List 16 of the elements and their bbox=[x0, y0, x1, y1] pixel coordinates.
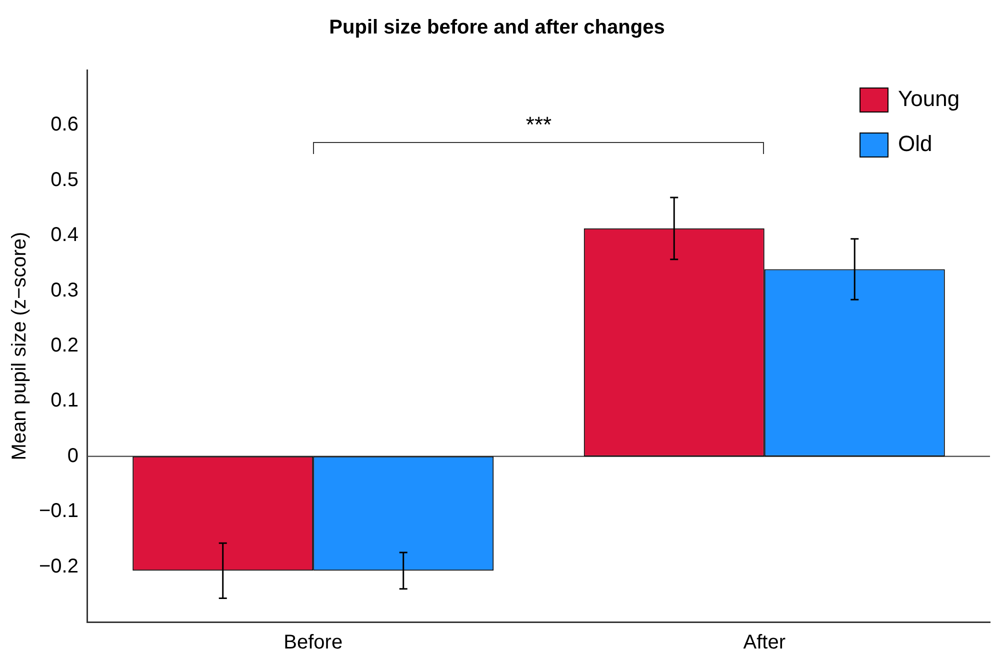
y-tick-label: 0.6 bbox=[50, 114, 78, 136]
y-tick-label: 0.4 bbox=[50, 224, 78, 246]
annotation: *** bbox=[526, 112, 552, 138]
y-tick-label: −0.1 bbox=[39, 500, 78, 522]
y-tick-label: 0.3 bbox=[50, 279, 78, 302]
chart-title: Pupil size before and after changes bbox=[329, 16, 665, 39]
y-tick-label: 0.2 bbox=[50, 334, 78, 357]
y-axis-title: Mean pupil size (z−score) bbox=[8, 232, 31, 460]
legend-label: Old bbox=[898, 131, 932, 156]
x-tick-label: After bbox=[743, 632, 786, 654]
legend-label: Young bbox=[898, 86, 960, 112]
x-tick-label: Before bbox=[284, 632, 343, 654]
y-tick-label: −0.2 bbox=[39, 555, 78, 578]
y-tick-label: 0.5 bbox=[50, 168, 78, 191]
y-tick-label: 0.1 bbox=[50, 390, 78, 412]
y-tick-label: 0 bbox=[67, 444, 78, 467]
